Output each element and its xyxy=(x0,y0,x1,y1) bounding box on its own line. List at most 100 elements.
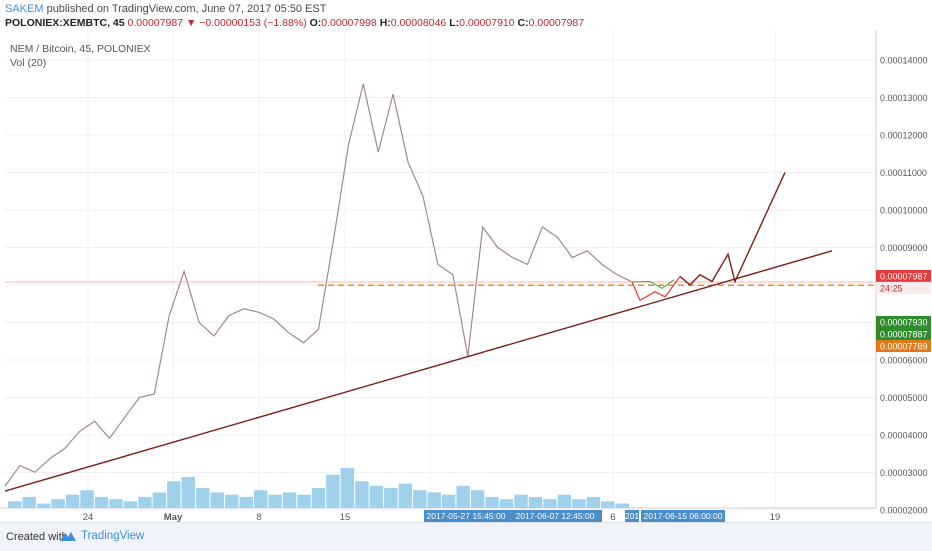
volume-bar xyxy=(470,490,485,508)
price-badge-bg xyxy=(876,281,931,294)
y-tick-label: 0.00009000 xyxy=(880,243,928,253)
volume-bars xyxy=(8,468,629,508)
date-label-bg xyxy=(424,510,508,522)
x-tick-label: 19 xyxy=(770,512,781,522)
volume-bar xyxy=(51,499,65,508)
date-label-bg xyxy=(625,510,639,522)
price-badge: 0.00007789 xyxy=(880,342,928,352)
x-tick-label: 6 xyxy=(610,512,615,522)
open-label: O: xyxy=(309,17,322,29)
volume-bar xyxy=(384,488,398,508)
y-tick-label: 0.00014000 xyxy=(880,56,928,66)
tradingview-brand[interactable]: TradingView xyxy=(81,530,145,542)
volume-bar xyxy=(253,490,268,508)
volume-bar xyxy=(340,468,355,508)
price-layer xyxy=(4,83,633,487)
price-badge-bg xyxy=(876,340,931,352)
volume-bar xyxy=(427,492,441,508)
y-tick-label: 0.00002000 xyxy=(880,506,928,516)
footer: Created with TradingView xyxy=(0,522,932,551)
volume-bar xyxy=(282,492,297,508)
grid xyxy=(5,30,876,511)
volume-bar xyxy=(181,476,196,508)
volume-bar xyxy=(456,485,470,508)
volume-bar xyxy=(297,494,311,508)
volume-bar xyxy=(514,494,528,508)
trendline xyxy=(4,250,833,492)
volume-bar xyxy=(8,501,22,508)
volume-bar xyxy=(413,490,427,508)
volume-bar xyxy=(398,483,413,508)
high-label: H: xyxy=(379,17,391,29)
volume-bar xyxy=(615,503,629,508)
date-label-bg xyxy=(508,510,602,522)
price-chart[interactable]: 0.00014000 0.00013000 0.00012000 0.00011000… xyxy=(0,30,932,522)
ohlc-bar: POLONIEX:XEMBTC, 45 0.00007987 ▼ −0.0000… xyxy=(5,17,584,29)
x-tick-label: 8 xyxy=(256,512,261,522)
price-badge-bg xyxy=(876,328,931,340)
volume-bar xyxy=(36,503,51,508)
low-label: L: xyxy=(449,17,460,29)
volume-bar xyxy=(152,492,167,508)
volume-bar xyxy=(65,494,80,508)
price-series-line xyxy=(4,83,633,487)
x-tick-label: 15 xyxy=(340,512,351,522)
volume-bar xyxy=(138,496,152,508)
series-legend: NEM / Bitcoin, 45, POLONIEX xyxy=(10,43,151,55)
price-badge: 0.00007930 xyxy=(880,318,928,328)
volume-legend: Vol (20) xyxy=(10,57,47,69)
price-axis[interactable]: 0.00014000 0.00013000 0.00012000 0.00011000… xyxy=(875,30,932,522)
volume-bar xyxy=(326,474,340,508)
volume-bar xyxy=(572,499,586,508)
volume-bar xyxy=(441,494,456,508)
close-value: 0.00007987 xyxy=(528,17,585,29)
y-tick-label: 0.00010000 xyxy=(880,206,928,216)
price-badge: 24:25 xyxy=(880,283,903,293)
volume-bar xyxy=(167,481,181,508)
date-label: 2017-06-15 06:00:00 xyxy=(644,511,723,521)
time-axis[interactable]: 24May815226192017-05-27 15:45:002017-06-… xyxy=(0,507,876,522)
volume-bar xyxy=(22,496,36,508)
x-tick-label: 24 xyxy=(83,512,94,522)
y-tick-label: 0.00003000 xyxy=(880,468,928,478)
chart-header: SAKEM published on TradingView.com, June… xyxy=(0,0,932,30)
volume-bar xyxy=(601,501,615,508)
projection-path xyxy=(679,172,786,286)
volume-bar xyxy=(94,496,109,508)
volume-bar xyxy=(210,492,224,508)
down-arrow-icon: ▼ xyxy=(185,17,197,29)
symbol-label: POLONIEX:XEMBTC, 45 xyxy=(5,17,125,29)
publish-info: SAKEM published on TradingView.com, June… xyxy=(5,3,326,15)
volume-bar xyxy=(528,496,543,508)
chart-legend: NEM / Bitcoin, 45, POLONIEX Vol (20) xyxy=(10,42,151,70)
price-change: −0.00000153 (−1.88%) xyxy=(199,17,307,29)
created-with-text: Created with xyxy=(6,531,68,543)
y-tick-label: 0.00006000 xyxy=(880,356,928,366)
drawings xyxy=(4,172,876,492)
volume-bar xyxy=(369,485,384,508)
volume-bar xyxy=(239,496,253,508)
date-label-bg xyxy=(641,510,725,522)
publish-text: published on TradingView.com, June 07, 2… xyxy=(43,3,327,15)
projection-green xyxy=(631,279,675,290)
y-tick-label: 0.00004000 xyxy=(880,431,928,441)
date-label: 201 xyxy=(625,511,639,521)
price-badge-bg xyxy=(876,316,931,328)
author-link[interactable]: SAKEM xyxy=(5,3,44,15)
high-value: 0.00008046 xyxy=(390,17,447,29)
close-label: C: xyxy=(517,17,529,29)
price-badge: 0.00007987 xyxy=(880,271,928,281)
y-tick-label: 0.00011000 xyxy=(880,168,927,178)
projection-red xyxy=(631,276,681,302)
volume-bar xyxy=(485,496,499,508)
volume-bar xyxy=(355,481,369,508)
volume-bar xyxy=(80,490,94,508)
date-label: 2017-05-27 15:45:00 xyxy=(427,511,506,521)
tradingview-logo-icon xyxy=(60,532,76,541)
volume-bar xyxy=(311,488,326,508)
last-price: 0.00007987 xyxy=(127,17,184,29)
volume-bar xyxy=(586,496,601,508)
volume-bar xyxy=(224,494,239,508)
x-tick-label: May xyxy=(164,512,183,522)
y-tick-label: 0.00005000 xyxy=(880,393,928,403)
